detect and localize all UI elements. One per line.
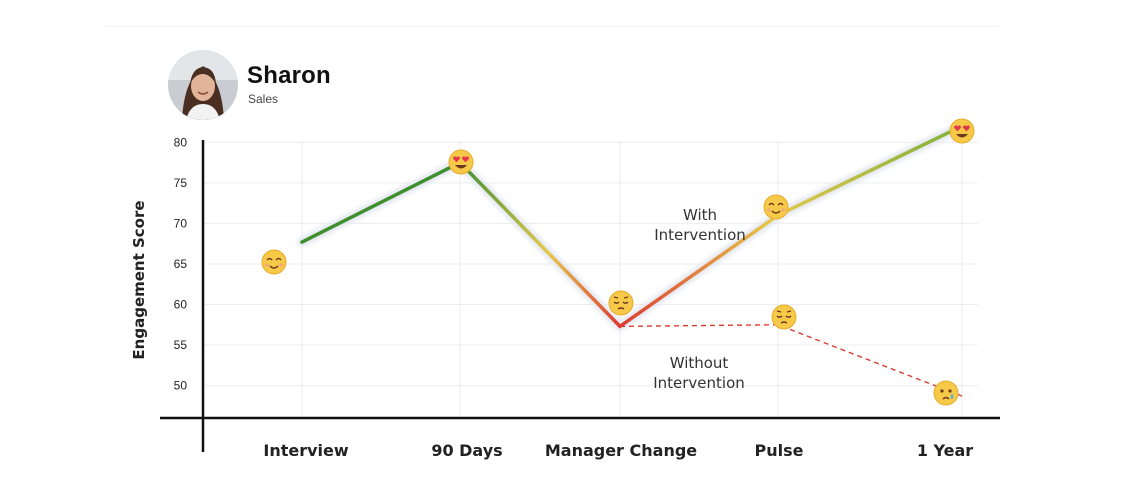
with-intervention-segment bbox=[300, 160, 462, 244]
y-tick-label: 70 bbox=[174, 216, 188, 230]
x-tick-label: Pulse bbox=[755, 441, 804, 460]
y-tick-labels: 50 55 60 65 70 75 80 bbox=[174, 135, 188, 392]
pensive-face-icon bbox=[771, 304, 797, 330]
profile-name: Sharon bbox=[247, 62, 331, 89]
chart-frame bbox=[106, 26, 998, 467]
series-lines bbox=[297, 121, 967, 397]
annotation-without-line1: Without bbox=[670, 354, 729, 372]
with-intervention-segment bbox=[458, 160, 622, 329]
smiling-face-icon bbox=[261, 249, 287, 275]
x-tick-label: 90 Days bbox=[431, 441, 502, 460]
x-tick-labels: Interview 90 Days Manager Change Pulse 1 Yea… bbox=[263, 441, 973, 460]
y-tick-label: 75 bbox=[174, 176, 188, 190]
heart-eyes-face-icon bbox=[448, 149, 474, 175]
gridlines bbox=[203, 140, 978, 418]
crying-face-icon bbox=[933, 380, 959, 406]
heart-eyes-face-icon bbox=[949, 118, 975, 144]
y-tick-label: 50 bbox=[174, 379, 188, 393]
line-halo bbox=[297, 121, 967, 332]
y-tick-label: 55 bbox=[174, 338, 188, 352]
profile-department: Sales bbox=[248, 92, 279, 106]
x-tick-label: Interview bbox=[263, 441, 349, 460]
annotation-without-line2: Intervention bbox=[653, 374, 745, 392]
without-intervention-line bbox=[619, 324, 963, 397]
y-tick-label: 80 bbox=[174, 135, 188, 149]
y-tick-label: 65 bbox=[174, 257, 188, 271]
x-tick-label: 1 Year bbox=[917, 441, 973, 460]
y-axis-label: Engagement Score bbox=[130, 200, 148, 359]
smiling-face-icon bbox=[763, 194, 789, 220]
pensive-face-icon bbox=[608, 290, 634, 316]
annotation-with-line2: Intervention bbox=[654, 226, 746, 244]
annotation-with-line1: With bbox=[683, 206, 717, 224]
x-tick-label: Manager Change bbox=[545, 441, 697, 460]
emoji-markers bbox=[261, 118, 975, 406]
y-tick-label: 60 bbox=[174, 297, 188, 311]
